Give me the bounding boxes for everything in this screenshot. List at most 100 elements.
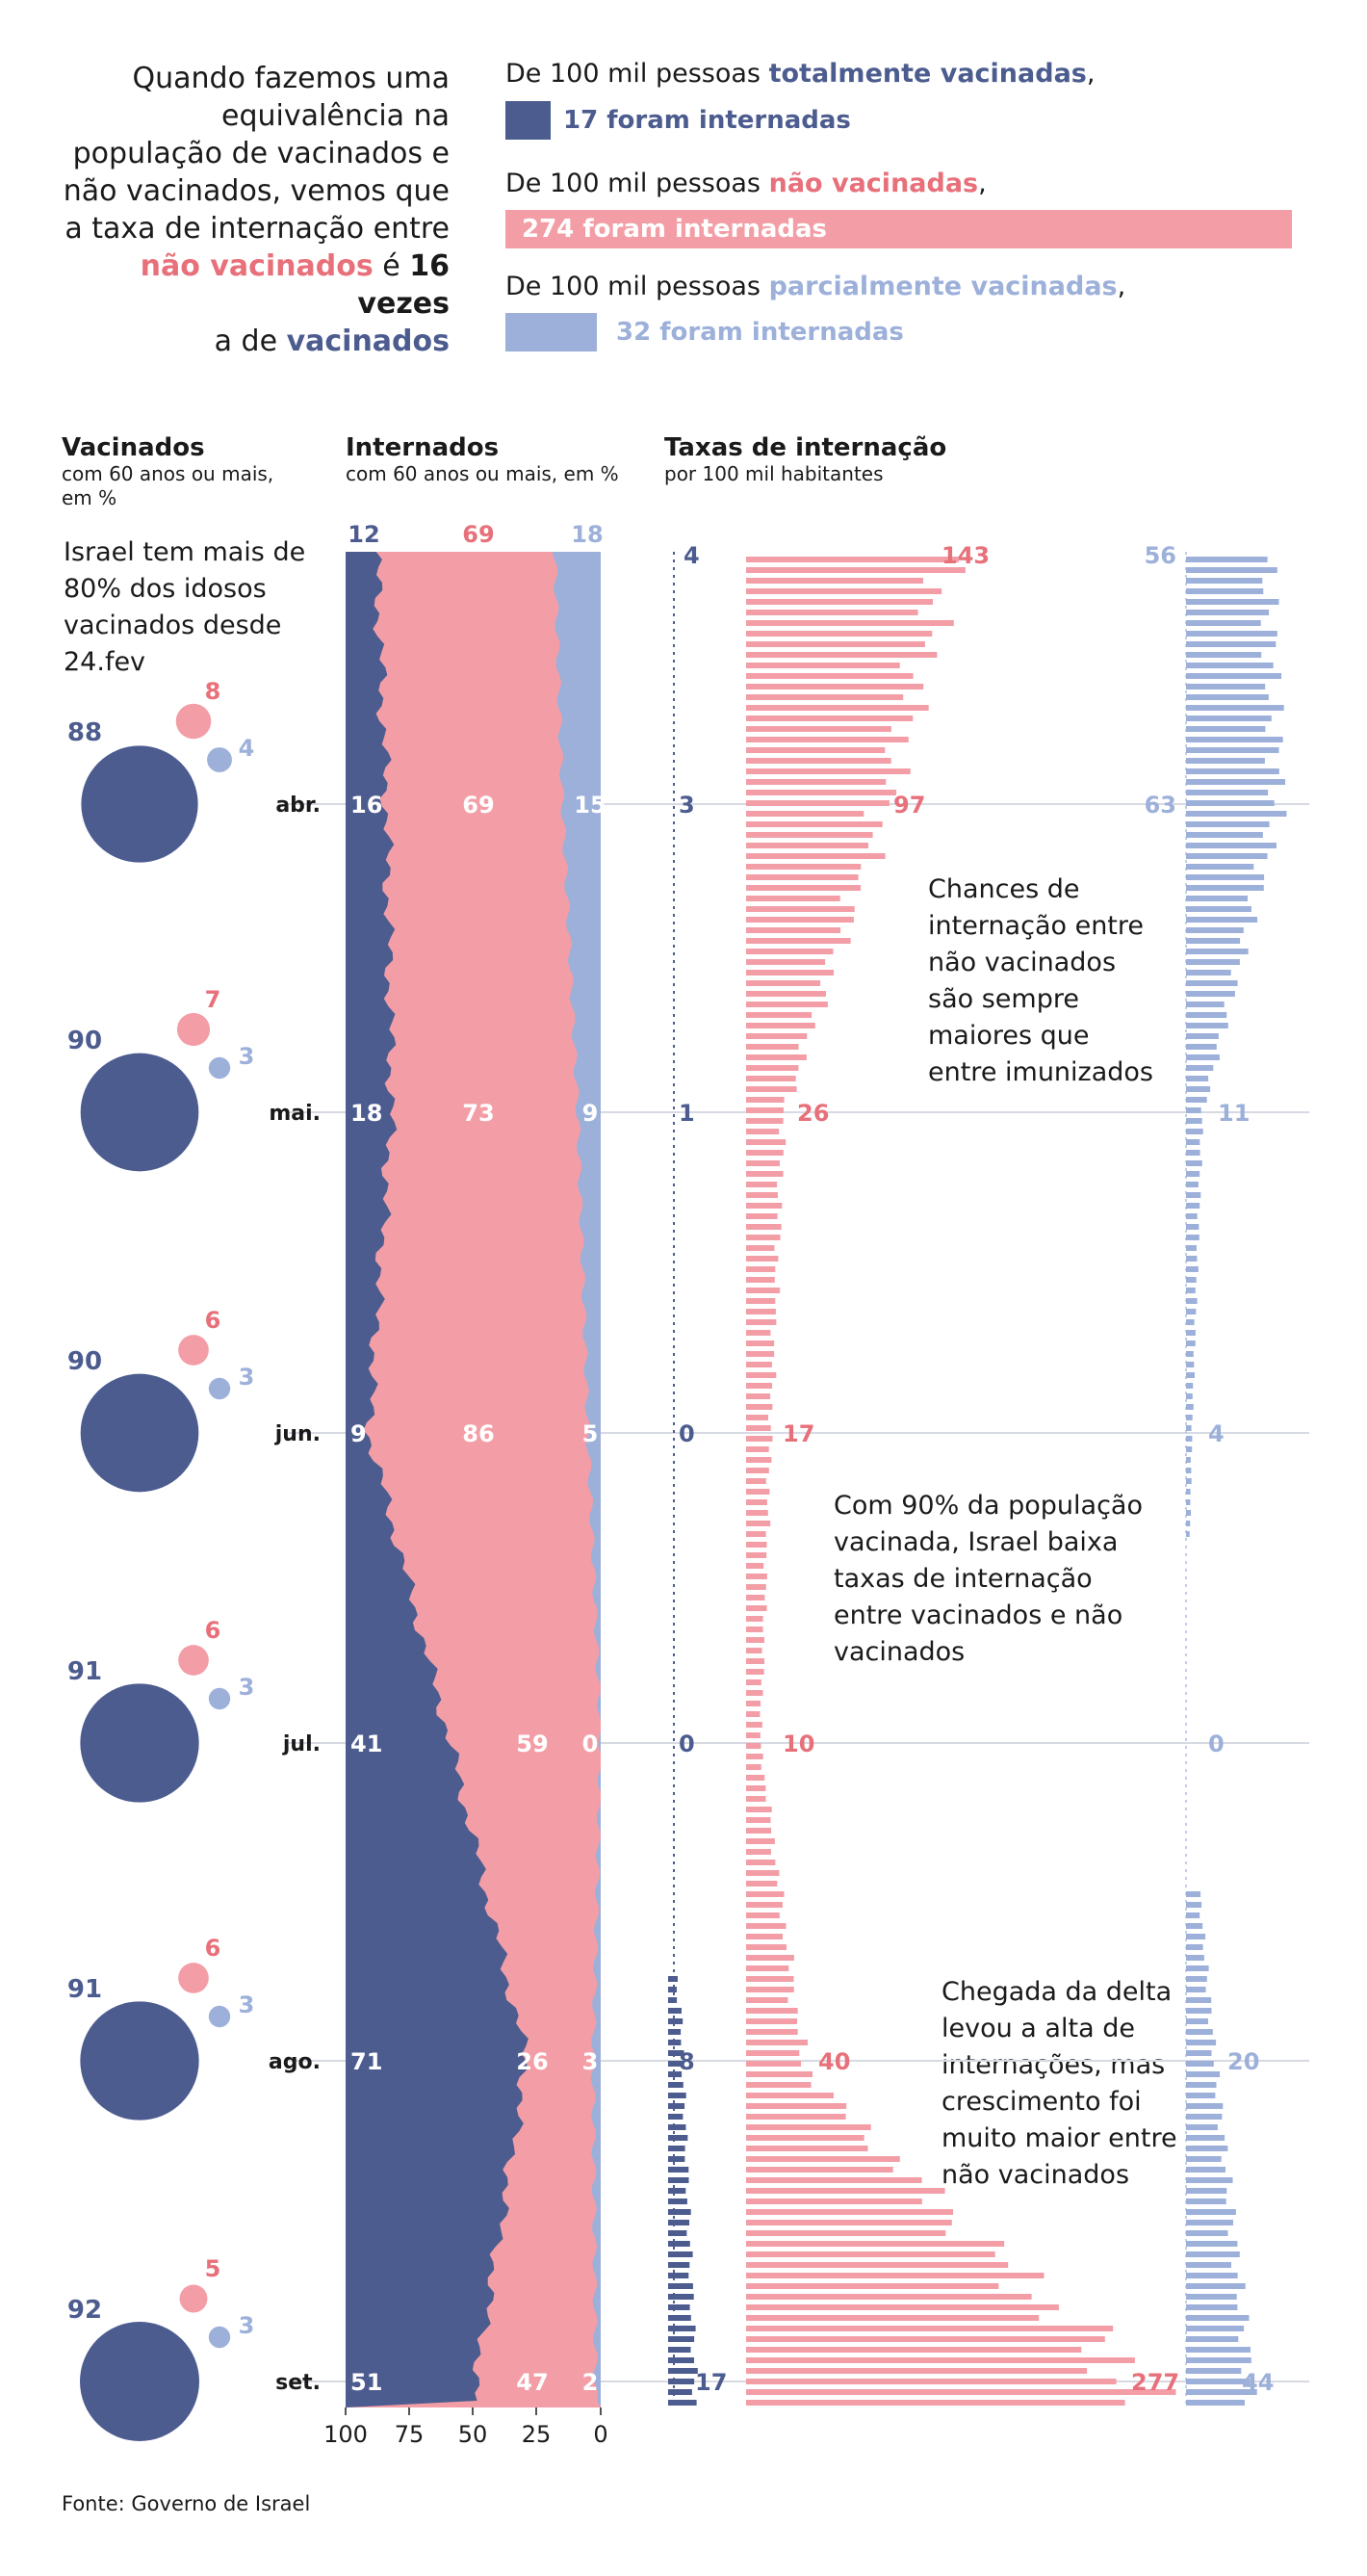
rate-bar-unvaccinated: [746, 2124, 871, 2130]
rate-bar-unvaccinated: [746, 1319, 777, 1325]
header-subtitle: por 100 mil habitantes: [664, 462, 884, 485]
rate-bar-unvaccinated: [746, 1521, 771, 1526]
note-line: internações, mas: [941, 2050, 1166, 2080]
rate-bar-partial: [1186, 2008, 1212, 2014]
axis-tick-label: 25: [522, 2421, 552, 2448]
rate-bar-partial: [1186, 2103, 1224, 2109]
rate-label-partial: 4: [1208, 1420, 1225, 1447]
rate-bar-partial: [1186, 1393, 1193, 1399]
bubble-partial: [207, 747, 232, 772]
rate-bar-partial: [1186, 1436, 1193, 1442]
rate-bar-unvaccinated: [746, 1235, 781, 1240]
bubble-label-partial: 3: [239, 1043, 255, 1070]
rate-bar-unvaccinated: [746, 1934, 783, 1939]
rate-bar-unvaccinated: [746, 641, 925, 647]
rate-bar-unvaccinated: [746, 1393, 771, 1399]
area-label-partial: 3: [582, 2048, 599, 2075]
area-label-unvaccinated: 69: [462, 792, 494, 819]
rate-bar-partial: [1186, 726, 1266, 732]
rate-bar-unvaccinated: [746, 1499, 767, 1505]
header-subtitle: com 60 anos ou mais,: [62, 462, 274, 485]
rate-bar-partial: [1186, 906, 1251, 912]
rate-bar-unvaccinated: [746, 2273, 1045, 2278]
rate-bar-unvaccinated: [746, 1150, 784, 1156]
rate-bar-unvaccinated: [746, 1669, 764, 1675]
rate-bar-partial: [1186, 970, 1231, 976]
source-note: Fonte: Governo de Israel: [62, 2492, 311, 2515]
intro-prefix: a de: [214, 325, 287, 358]
comparison-partial-text: De 100 mil pessoas parcialmente vacinada…: [505, 271, 1125, 303]
rate-bar-vaccinated: [668, 2283, 693, 2289]
note-line: muito maior entre: [941, 2123, 1177, 2153]
rate-bar-unvaccinated: [746, 1552, 767, 1558]
rate-bar-unvaccinated: [746, 2315, 1040, 2321]
intro-line: a taxa de internação entre: [64, 212, 450, 246]
header-title: Vacinados: [62, 433, 205, 462]
rate-bar-partial: [1186, 853, 1268, 859]
header-subtitle: com 60 anos ou mais, em %: [346, 462, 619, 485]
rate-bar-unvaccinated: [746, 1489, 770, 1495]
rate-bar-unvaccinated: [746, 1372, 777, 1378]
rate-bar-partial: [1186, 821, 1270, 827]
rate-label-unvaccinated: 17: [783, 1420, 814, 1447]
note-line: vacinada, Israel baixa: [834, 1527, 1119, 1557]
rate-bar-unvaccinated: [746, 1531, 766, 1537]
rate-bar-partial: [1186, 1245, 1197, 1251]
rate-bar-unvaccinated: [746, 1213, 778, 1219]
rate-bar-partial: [1186, 1097, 1207, 1103]
rate-bar-unvaccinated: [746, 652, 938, 658]
bubble-label-vaccinated: 91: [67, 1975, 102, 2004]
note-line: não vacinados: [928, 948, 1117, 977]
bubble-label-partial: 4: [239, 735, 255, 762]
rate-bar-partial: [1186, 1923, 1203, 1929]
rate-bar-partial: [1186, 885, 1264, 891]
rate-bar-partial: [1186, 1340, 1196, 1346]
rate-bar-partial: [1186, 896, 1248, 901]
rate-bar-partial: [1186, 800, 1275, 806]
rate-bar-vaccinated: [668, 2389, 692, 2395]
rate-bar-partial: [1186, 1330, 1196, 1336]
rate-bar-unvaccinated: [746, 864, 862, 870]
rate-bar-unvaccinated: [746, 2177, 922, 2183]
rate-bar-unvaccinated: [746, 2167, 893, 2173]
area-label-vaccinated: 71: [350, 2048, 382, 2075]
rate-bar-vaccinated: [668, 2018, 684, 2024]
header-vacinados: Vacinados com 60 anos ou mais, em %: [62, 433, 273, 510]
rate-bar-unvaccinated: [746, 1054, 807, 1060]
rate-bar-unvaccinated: [746, 1605, 767, 1611]
rate-bar-unvaccinated: [746, 1860, 776, 1865]
rate-bar-vaccinated: [668, 2177, 689, 2183]
rate-bar-partial: [1186, 1944, 1203, 1950]
rate-top-label-partial: 56: [1145, 542, 1176, 569]
rate-bar-partial: [1186, 1425, 1192, 1431]
comparison-prefix: De 100 mil pessoas: [505, 272, 769, 301]
rate-bar-partial: [1186, 610, 1270, 615]
bubble-vaccinated: [81, 745, 198, 863]
area-top-label-unvaccinated: 69: [462, 521, 494, 548]
rate-bar-vaccinated: [668, 2262, 690, 2268]
rate-bar-partial: [1186, 1171, 1200, 1177]
rate-bar-partial: [1186, 1076, 1209, 1081]
note-line: internação entre: [928, 911, 1145, 941]
comparison-bar-vaccinated: [505, 101, 551, 140]
rate-bar-partial: [1186, 1531, 1190, 1537]
rate-bar-partial: [1186, 2304, 1238, 2310]
rate-bar-unvaccinated: [746, 1436, 773, 1442]
rate-bar-partial: [1186, 1139, 1200, 1145]
rate-bar-unvaccinated: [746, 567, 966, 573]
rate-bar-unvaccinated: [746, 1891, 785, 1897]
rate-bar-unvaccinated: [746, 716, 914, 721]
note-line: crescimento foi: [941, 2087, 1142, 2117]
rate-bar-partial: [1186, 991, 1235, 997]
rate-label-vaccinated: 0: [679, 1420, 695, 1447]
rate-bar-partial: [1186, 790, 1269, 795]
intro-text: Quando fazemos uma equivalência na popul…: [45, 60, 450, 360]
bubble-label-partial: 3: [239, 1364, 255, 1391]
comparison-vaccinated-text: De 100 mil pessoas totalmente vacinadas,: [505, 58, 1095, 91]
area-label-vaccinated: 9: [350, 1420, 367, 1447]
intro-line: a de vacinados: [45, 323, 450, 360]
bubble-label-unvaccinated: 8: [205, 678, 221, 705]
rate-bar-unvaccinated: [746, 1902, 783, 1908]
rate-bar-vaccinated: [668, 2357, 694, 2363]
note-line: vacinados: [834, 1637, 966, 1667]
